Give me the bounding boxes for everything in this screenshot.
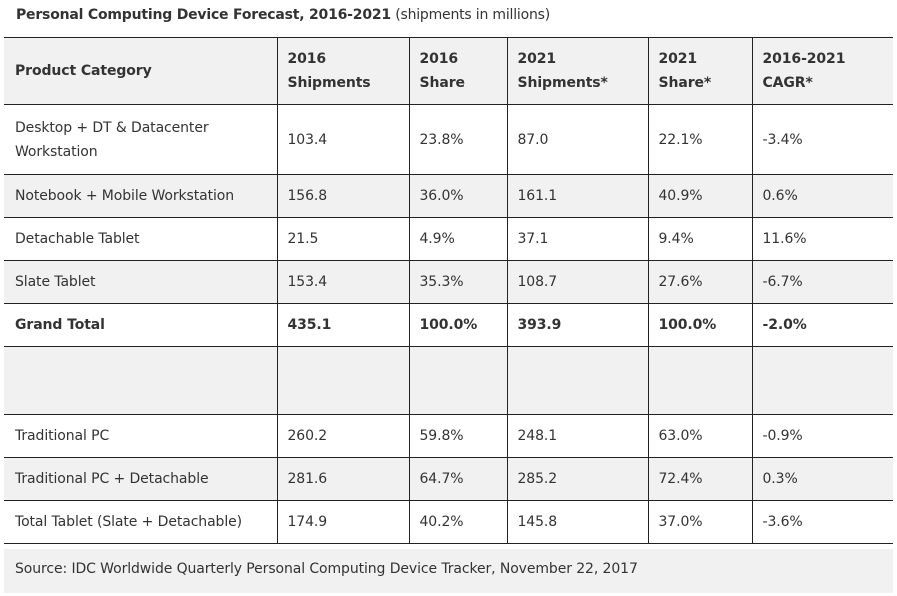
cell-2021-share: 37.0% <box>647 500 752 544</box>
cell-2021-share: 9.4% <box>647 217 752 261</box>
cell-category: Traditional PC + Detachable <box>4 457 277 501</box>
table-row: Desktop + DT & Datacenter Workstation 103… <box>4 104 893 175</box>
cell-category: Notebook + Mobile Workstation <box>4 174 277 218</box>
cell-blank <box>4 346 277 415</box>
cell-blank <box>276 346 409 415</box>
table-caption: Personal Computing Device Forecast, 2016… <box>16 5 550 25</box>
cell-category: Traditional PC <box>4 414 277 458</box>
cell-blank <box>506 346 648 415</box>
table-row: Detachable Tablet 21.5 4.9% 37.1 9.4% 11… <box>4 217 893 261</box>
cell-cagr: -6.7% <box>751 260 893 304</box>
cell-2016-shipments: 156.8 <box>276 174 409 218</box>
cell-2016-share: 40.2% <box>408 500 507 544</box>
header-row: Product Category 2016 Shipments 2016 Share… <box>4 37 893 105</box>
cell-2021-share: 40.9% <box>647 174 752 218</box>
cell-2016-shipments: 153.4 <box>276 260 409 304</box>
cell-2016-share: 59.8% <box>408 414 507 458</box>
cell-2021-share: 27.6% <box>647 260 752 304</box>
cell-2016-share: 100.0% <box>408 303 507 347</box>
cell-2021-shipments: 87.0 <box>506 104 648 175</box>
cell-cagr: -3.6% <box>751 500 893 544</box>
cell-2016-shipments: 260.2 <box>276 414 409 458</box>
caption-title: Personal Computing Device Forecast, 2016… <box>16 7 391 23</box>
cell-2016-shipments: 281.6 <box>276 457 409 501</box>
cell-2016-shipments: 103.4 <box>276 104 409 175</box>
cell-2021-share: 72.4% <box>647 457 752 501</box>
table-row: Traditional PC + Detachable 281.6 64.7% … <box>4 457 893 501</box>
cell-cagr: -3.4% <box>751 104 893 175</box>
cell-2016-share: 23.8% <box>408 104 507 175</box>
header-product-category: Product Category <box>4 37 277 105</box>
source-text: Source: IDC Worldwide Quarterly Personal… <box>15 561 638 577</box>
cell-2016-share: 36.0% <box>408 174 507 218</box>
cell-cagr: 11.6% <box>751 217 893 261</box>
cell-category: Grand Total <box>4 303 277 347</box>
cell-2016-shipments: 174.9 <box>276 500 409 544</box>
grand-total-row: Grand Total 435.1 100.0% 393.9 100.0% -2… <box>4 303 893 347</box>
cell-2016-share: 35.3% <box>408 260 507 304</box>
cell-2021-share: 22.1% <box>647 104 752 175</box>
cell-2021-shipments: 285.2 <box>506 457 648 501</box>
header-2021-share: 2021 Share* <box>647 37 752 105</box>
table-row: Traditional PC 260.2 59.8% 248.1 63.0% -… <box>4 414 893 458</box>
table-row: Notebook + Mobile Workstation 156.8 36.0… <box>4 174 893 218</box>
cell-2021-shipments: 108.7 <box>506 260 648 304</box>
cell-2021-shipments: 37.1 <box>506 217 648 261</box>
forecast-table: Product Category 2016 Shipments 2016 Share… <box>4 37 893 544</box>
cell-2021-share: 63.0% <box>647 414 752 458</box>
cell-cagr: 0.3% <box>751 457 893 501</box>
header-2016-shipments: 2016 Shipments <box>276 37 409 105</box>
cell-blank <box>647 346 752 415</box>
cell-2021-shipments: 161.1 <box>506 174 648 218</box>
cell-2021-share: 100.0% <box>647 303 752 347</box>
cell-2021-shipments: 393.9 <box>506 303 648 347</box>
cell-blank <box>408 346 507 415</box>
cell-category: Slate Tablet <box>4 260 277 304</box>
cell-category: Total Tablet (Slate + Detachable) <box>4 500 277 544</box>
cell-cagr: 0.6% <box>751 174 893 218</box>
table-row: Slate Tablet 153.4 35.3% 108.7 27.6% -6.… <box>4 260 893 304</box>
cell-category: Detachable Tablet <box>4 217 277 261</box>
header-2021-shipments: 2021 Shipments* <box>506 37 648 105</box>
header-cagr: 2016-2021 CAGR* <box>751 37 893 105</box>
source-footer: Source: IDC Worldwide Quarterly Personal… <box>4 549 893 593</box>
cell-blank <box>751 346 893 415</box>
cell-2016-shipments: 21.5 <box>276 217 409 261</box>
caption-subtitle: (shipments in millions) <box>395 7 550 23</box>
table-row: Total Tablet (Slate + Detachable) 174.9 … <box>4 500 893 544</box>
cell-2016-shipments: 435.1 <box>276 303 409 347</box>
cell-cagr: -2.0% <box>751 303 893 347</box>
header-2016-share: 2016 Share <box>408 37 507 105</box>
spacer-row <box>4 346 893 415</box>
cell-2021-shipments: 145.8 <box>506 500 648 544</box>
cell-2016-share: 64.7% <box>408 457 507 501</box>
cell-cagr: -0.9% <box>751 414 893 458</box>
cell-2021-shipments: 248.1 <box>506 414 648 458</box>
cell-2016-share: 4.9% <box>408 217 507 261</box>
cell-category: Desktop + DT & Datacenter Workstation <box>4 104 277 175</box>
